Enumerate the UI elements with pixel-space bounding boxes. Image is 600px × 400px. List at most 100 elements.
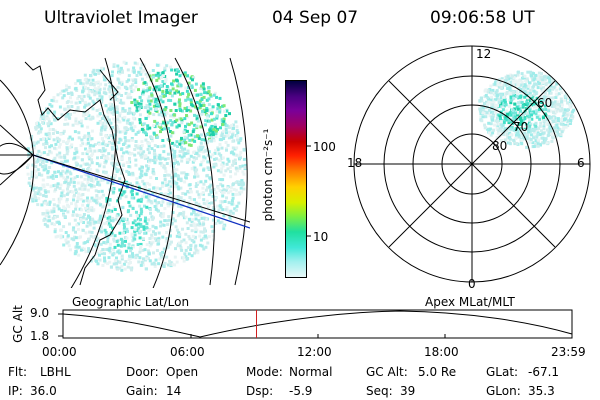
emission-pixel [220, 118, 224, 122]
emission-pixel [72, 157, 75, 161]
emission-pixel [504, 116, 508, 120]
emission-pixel [91, 90, 94, 94]
emission-pixel [158, 85, 162, 89]
emission-pixel [190, 220, 194, 223]
emission-pixel [226, 167, 230, 171]
emission-pixel [548, 77, 552, 81]
orbit-ylabel: GC Alt [11, 305, 25, 343]
emission-pixel [501, 102, 505, 106]
emission-pixel [221, 164, 225, 168]
emission-pixel [73, 151, 77, 155]
emission-pixel [196, 119, 200, 123]
emission-pixel [36, 192, 40, 196]
emission-pixel [144, 155, 148, 158]
emission-pixel [130, 189, 134, 193]
emission-pixel [108, 94, 112, 98]
emission-pixel [36, 131, 40, 135]
emission-pixel [535, 91, 539, 95]
emission-pixel [482, 112, 486, 115]
emission-pixel [65, 192, 69, 196]
emission-pixel [131, 173, 135, 177]
emission-pixel [65, 241, 69, 245]
emission-pixel [47, 132, 51, 136]
emission-pixel [123, 109, 127, 113]
emission-pixel [105, 199, 109, 203]
emission-pixel [513, 107, 517, 111]
emission-pixel [141, 92, 144, 96]
emission-pixel [237, 201, 241, 205]
emission-pixel [74, 188, 78, 192]
emission-pixel [97, 219, 101, 223]
emission-pixel [127, 74, 131, 78]
emission-pixel [200, 244, 204, 248]
emission-pixel [211, 105, 215, 109]
emission-pixel [522, 136, 526, 140]
emission-pixel [516, 71, 520, 74]
emission-pixel [145, 222, 149, 226]
emission-pixel [144, 117, 148, 120]
emission-pixel [99, 98, 103, 101]
emission-pixel [61, 169, 65, 173]
emission-pixel [70, 190, 74, 194]
emission-pixel [196, 134, 199, 138]
emission-pixel [105, 143, 109, 147]
emission-pixel [146, 181, 150, 185]
emission-pixel [178, 154, 182, 158]
emission-pixel [144, 173, 148, 177]
emission-pixel [118, 86, 122, 90]
emission-pixel [50, 161, 54, 165]
emission-pixel [170, 183, 174, 187]
emission-pixel [106, 240, 110, 244]
emission-pixel [546, 134, 550, 138]
emission-pixel [180, 119, 184, 122]
emission-pixel [98, 87, 102, 91]
emission-pixel [539, 84, 543, 88]
emission-pixel [127, 165, 131, 168]
emission-pixel [215, 109, 219, 113]
emission-pixel [146, 227, 149, 231]
emission-pixel [156, 201, 160, 205]
emission-pixel [211, 137, 215, 141]
emission-pixel [193, 175, 196, 179]
emission-pixel [547, 75, 550, 79]
emission-pixel [34, 199, 38, 203]
emission-pixel [540, 77, 544, 80]
emission-pixel [196, 134, 200, 138]
emission-pixel [555, 93, 559, 97]
emission-pixel [157, 113, 161, 117]
emission-pixel [112, 190, 116, 194]
emission-pixel [565, 93, 569, 97]
emission-pixel [547, 127, 551, 131]
emission-pixel [516, 112, 520, 116]
emission-pixel [236, 169, 240, 173]
emission-pixel [84, 85, 87, 89]
emission-pixel [197, 195, 201, 199]
track-line [32, 154, 250, 229]
emission-pixel [140, 144, 144, 147]
emission-pixel [530, 103, 534, 106]
emission-pixel [569, 104, 573, 108]
emission-pixel [98, 108, 102, 112]
emission-pixel [53, 129, 57, 133]
emission-pixel [81, 183, 85, 187]
emission-pixel [123, 226, 126, 229]
emission-pixel [548, 127, 552, 131]
emission-pixel [557, 127, 561, 131]
emission-pixel [160, 71, 164, 75]
emission-pixel [186, 122, 190, 126]
emission-pixel [197, 193, 201, 197]
emission-pixel [231, 202, 235, 206]
emission-pixel [115, 107, 119, 111]
emission-pixel [139, 242, 143, 246]
emission-pixel [203, 110, 207, 114]
emission-pixel [39, 117, 43, 121]
emission-pixel [525, 107, 529, 110]
emission-pixel [59, 91, 62, 95]
emission-pixel [542, 119, 546, 122]
emission-pixel [171, 179, 175, 183]
emission-pixel [176, 145, 179, 148]
emission-pixel [163, 174, 167, 177]
emission-pixel [512, 96, 516, 100]
emission-pixel [115, 125, 119, 129]
emission-pixel [225, 196, 228, 200]
